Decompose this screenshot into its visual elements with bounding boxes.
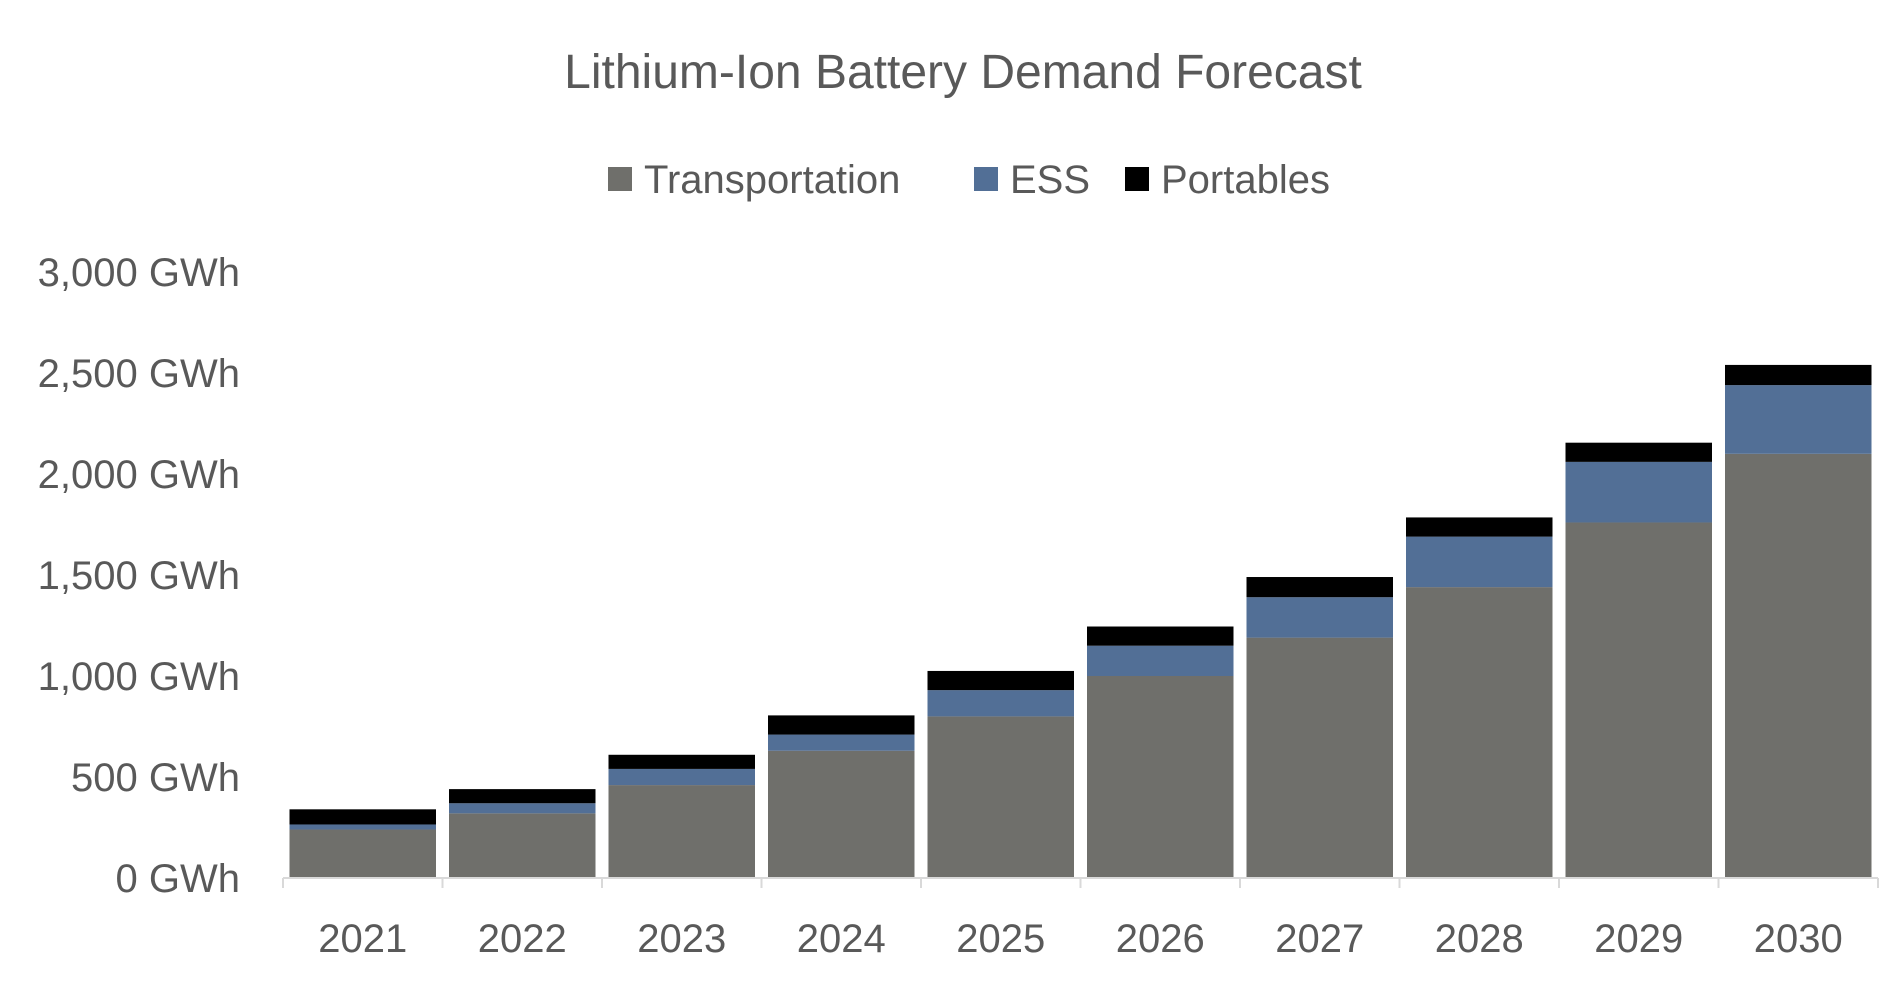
bar-stack-2027 <box>1246 577 1393 878</box>
bar-transportation-2025 <box>927 716 1074 878</box>
y-tick-label: 0 GWh <box>116 857 240 901</box>
legend-item-transportation: Transportation <box>608 158 900 202</box>
bar-ess-2025 <box>927 690 1074 717</box>
legend-label-ess: ESS <box>1010 158 1090 202</box>
x-axis: 2021 2022 2023 2024 2025 2026 2027 2028 2029 2030 <box>282 877 1879 961</box>
bar-portables-2025 <box>927 670 1074 691</box>
bar-portables-2027 <box>1246 577 1393 598</box>
bar-transportation-2021 <box>289 829 436 878</box>
y-tick-label: 1,500 GWh <box>38 554 240 598</box>
bar-portables-2030 <box>1725 364 1872 386</box>
legend-item-portables: Portables <box>1125 158 1330 202</box>
x-tick-label: 2025 <box>956 917 1045 961</box>
bar-transportation-2023 <box>608 785 755 878</box>
y-axis: 0 GWh 500 GWh 1,000 GWh 1,500 GWh 2,000 GWh 2… <box>38 251 240 901</box>
legend-swatch-transportation <box>608 167 632 191</box>
bar-ess-2029 <box>1565 461 1712 523</box>
bar-portables-2028 <box>1406 517 1553 537</box>
bar-stack-2030 <box>1725 364 1872 878</box>
x-tick-label: 2027 <box>1275 917 1364 961</box>
bar-transportation-2026 <box>1087 676 1234 878</box>
bar-portables-2022 <box>449 789 596 804</box>
y-tick-label: 2,000 GWh <box>38 453 240 497</box>
bar-transportation-2030 <box>1725 453 1872 878</box>
x-tick-label: 2024 <box>797 917 886 961</box>
bar-stack-2029 <box>1565 442 1712 878</box>
legend-swatch-ess <box>974 167 998 191</box>
bar-ess-2023 <box>608 768 755 786</box>
bar-ess-2026 <box>1087 645 1234 676</box>
legend-label-portables: Portables <box>1161 158 1330 202</box>
bar-ess-2027 <box>1246 597 1393 638</box>
bar-portables-2029 <box>1565 442 1712 462</box>
bar-transportation-2022 <box>449 813 596 878</box>
bar-ess-2021 <box>289 824 436 830</box>
chart-title: Lithium-Ion Battery Demand Forecast <box>564 46 1362 99</box>
bar-transportation-2027 <box>1246 637 1393 878</box>
bar-transportation-2029 <box>1565 522 1712 878</box>
x-tick-label: 2022 <box>478 917 567 961</box>
bar-ess-2030 <box>1725 385 1872 454</box>
legend-item-ess: ESS <box>974 158 1090 202</box>
x-tick-label: 2026 <box>1116 917 1205 961</box>
bar-transportation-2024 <box>768 750 915 878</box>
bar-stack-2028 <box>1406 517 1553 878</box>
bars-group <box>289 364 1872 878</box>
y-tick-label: 1,000 GWh <box>38 655 240 699</box>
bar-stack-2021 <box>289 809 436 878</box>
bar-stack-2022 <box>449 789 596 878</box>
x-tick-label: 2030 <box>1754 917 1843 961</box>
bar-portables-2024 <box>768 715 915 735</box>
y-tick-label: 3,000 GWh <box>38 251 240 295</box>
bar-ess-2028 <box>1406 536 1553 588</box>
bar-stack-2025 <box>927 670 1074 878</box>
x-tick-label: 2021 <box>318 917 407 961</box>
legend-swatch-portables <box>1125 167 1149 191</box>
bar-ess-2024 <box>768 734 915 751</box>
y-tick-label: 2,500 GWh <box>38 352 240 396</box>
x-tick-label: 2029 <box>1594 917 1683 961</box>
legend: Transportation ESS Portables <box>608 158 1330 202</box>
bar-portables-2026 <box>1087 626 1234 646</box>
bar-transportation-2028 <box>1406 587 1553 878</box>
x-tick-label: 2023 <box>637 917 726 961</box>
bar-stack-2026 <box>1087 626 1234 878</box>
legend-label-transportation: Transportation <box>644 158 900 202</box>
bar-ess-2022 <box>449 803 596 814</box>
y-tick-label: 500 GWh <box>71 756 240 800</box>
bar-portables-2021 <box>289 809 436 825</box>
bar-stack-2024 <box>768 715 915 878</box>
x-tick-label: 2028 <box>1435 917 1524 961</box>
bar-stack-2023 <box>608 754 755 878</box>
bar-portables-2023 <box>608 754 755 769</box>
